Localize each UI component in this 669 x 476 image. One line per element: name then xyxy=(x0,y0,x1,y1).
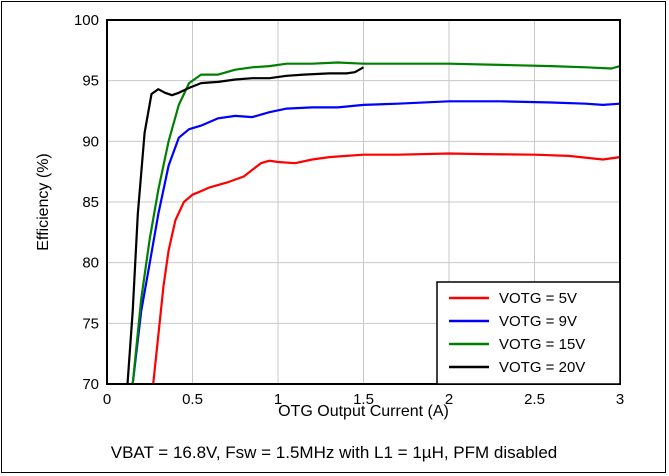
legend: VOTG = 5V VOTG = 9V VOTG = 15V VOTG = 20V xyxy=(436,281,621,385)
x-tick-label: 2 xyxy=(445,391,453,408)
y-tick-label: 75 xyxy=(82,315,99,332)
series-line-2 xyxy=(131,100,621,385)
legend-entry: VOTG = 15V xyxy=(499,336,585,353)
y-tick-label: 70 xyxy=(82,376,99,393)
series-line-1 xyxy=(152,152,621,385)
y-tick-label: 100 xyxy=(74,12,99,29)
y-tick-label: 95 xyxy=(82,73,99,90)
legend-entry: VOTG = 5V xyxy=(499,290,577,307)
x-tick-label: 0 xyxy=(103,391,111,408)
y-tick-label: 85 xyxy=(82,194,99,211)
x-tick-label: 2.5 xyxy=(524,391,545,408)
y-tick-label: 80 xyxy=(82,255,99,272)
tick-labels: 0 0.5 1 1.5 2 2.5 3 70 75 80 85 90 95 100 xyxy=(74,12,624,408)
y-tick-label: 90 xyxy=(82,133,99,150)
x-tick-label: 3 xyxy=(616,391,624,408)
x-tick-label: 1 xyxy=(274,391,282,408)
x-tick-label: 1.5 xyxy=(353,391,374,408)
series-line-4 xyxy=(126,66,365,385)
legend-entry: VOTG = 20V xyxy=(499,359,585,376)
x-axis-label: OTG Output Current (A) xyxy=(278,403,449,420)
legend-entry: VOTG = 9V xyxy=(499,313,577,330)
y-axis-label: Efficiency (%) xyxy=(35,153,52,251)
series-lines xyxy=(126,61,621,385)
series-line-3 xyxy=(131,61,621,385)
chart-caption: VBAT = 16.8V, Fsw = 1.5MHz with L1 = 1µH… xyxy=(111,443,558,462)
plot-area-border xyxy=(106,19,621,385)
x-tick-label: 0.5 xyxy=(182,391,203,408)
